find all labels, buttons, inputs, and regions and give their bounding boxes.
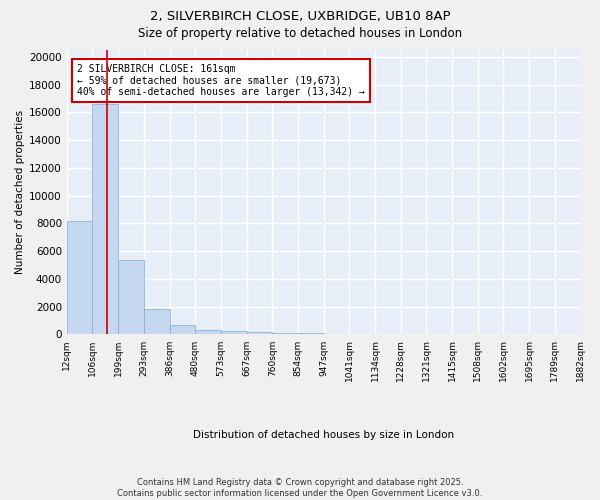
- Bar: [118, 260, 144, 334]
- X-axis label: Distribution of detached houses by size in London: Distribution of detached houses by size …: [193, 430, 454, 440]
- Y-axis label: Number of detached properties: Number of detached properties: [15, 110, 25, 274]
- Bar: [144, 308, 170, 334]
- Text: 2, SILVERBIRCH CLOSE, UXBRIDGE, UB10 8AP: 2, SILVERBIRCH CLOSE, UXBRIDGE, UB10 8AP: [149, 10, 451, 23]
- Bar: [67, 220, 92, 334]
- Bar: [221, 332, 247, 334]
- Bar: [272, 332, 298, 334]
- Bar: [247, 332, 272, 334]
- Bar: [195, 330, 221, 334]
- Bar: [298, 333, 323, 334]
- Bar: [92, 104, 118, 334]
- Bar: [170, 324, 195, 334]
- Text: Size of property relative to detached houses in London: Size of property relative to detached ho…: [138, 28, 462, 40]
- Text: Contains HM Land Registry data © Crown copyright and database right 2025.
Contai: Contains HM Land Registry data © Crown c…: [118, 478, 482, 498]
- Text: 2 SILVERBIRCH CLOSE: 161sqm
← 59% of detached houses are smaller (19,673)
40% of: 2 SILVERBIRCH CLOSE: 161sqm ← 59% of det…: [77, 64, 365, 98]
